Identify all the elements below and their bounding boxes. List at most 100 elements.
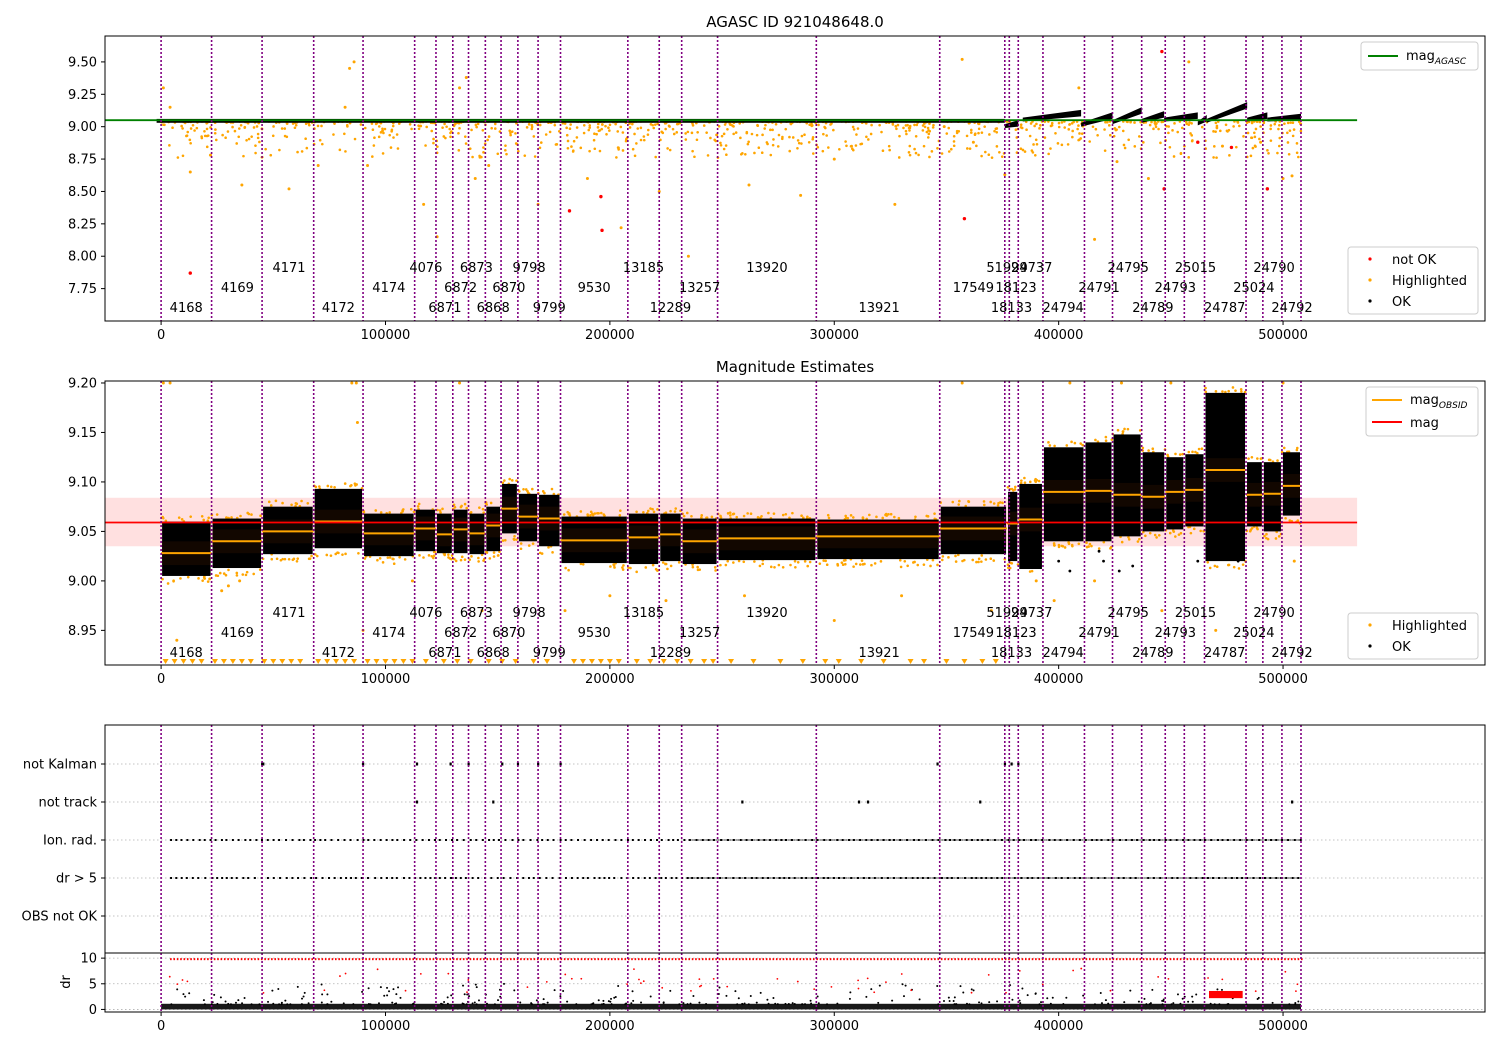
panel3-flag-dr5 (608, 877, 611, 879)
panel4-frame (104, 952, 1486, 1013)
panel3-flag-dr5 (279, 877, 282, 879)
panel1-highlighted-point (255, 125, 259, 128)
panel1-highlighted-point (457, 131, 460, 135)
panel2-highlighted-point (879, 560, 883, 563)
panel1-highlighted-point (1224, 123, 1228, 127)
panel2-obsid-label-25024: 25024 (1233, 626, 1274, 641)
panel2-highlighted-point (1171, 529, 1175, 532)
panel1-highlighted-point (1287, 152, 1291, 156)
panel4-notok-clip-point (974, 958, 977, 961)
panel2-ok-outlier (1097, 549, 1101, 553)
panel4-notok-clip-point (234, 958, 236, 961)
panel4-notok-clip-point (1146, 958, 1148, 961)
panel1-highlighted-point (1020, 126, 1024, 130)
panel3-flag-ion-rad (409, 839, 412, 841)
panel4-ok-point (692, 994, 695, 997)
panel1-highlighted-point (816, 145, 820, 149)
panel1-highlighted-point (904, 129, 908, 133)
panel3-flag-dr5 (532, 877, 535, 879)
panel3-flag-ion-rad (536, 839, 539, 841)
panel1-highlighted-point (870, 123, 873, 127)
panel3-flag-ion-rad (683, 839, 686, 841)
panel4-notok-clip-point (641, 958, 643, 961)
panel4-notok-clip-point (917, 958, 919, 961)
panel3-flag-ion-rad (434, 839, 437, 841)
panel1-ytick-label-5: 9.00 (68, 120, 97, 135)
panel2-ok-outlier (1196, 559, 1200, 563)
panel1-highlighted-point (504, 148, 507, 152)
panel1-highlighted-point (1228, 154, 1231, 157)
panel4-xtick-label-2: 200000 (585, 1019, 635, 1034)
panel4-notok-clip-point (1243, 958, 1246, 961)
panel4-notok-clip-point (880, 958, 882, 961)
panel2-highlighted-point (551, 551, 554, 554)
panel3-row-label-4: OBS not OK (22, 910, 98, 925)
panel1-frame (104, 35, 1486, 322)
panel4-ok-point (617, 984, 620, 987)
panel1-highlighted-point (639, 126, 643, 130)
panel3-flag-dr5 (620, 877, 623, 879)
panel1-highlighted-point (647, 128, 650, 132)
panel2-clip-marker (530, 659, 537, 664)
panel1-highlighted-point (600, 127, 604, 131)
panel2-highlighted-point (1199, 529, 1202, 533)
panel4-notok-point (526, 986, 529, 989)
panel1-highlighted-point (1286, 141, 1290, 144)
panel2-highlighted-point (696, 565, 699, 569)
panel4-ok-point (776, 1003, 779, 1006)
panel2-highlighted-point (269, 504, 273, 507)
panel2-clip-marker (315, 659, 322, 664)
panel4-notok-point (1041, 983, 1044, 986)
panel3-flag-ion-rad (564, 839, 567, 841)
panel4-notok-clip-point (170, 958, 172, 961)
panel4-ok-point (462, 984, 465, 987)
panel4-notok-clip-point (671, 958, 674, 961)
panel4-ylabel: dr (59, 975, 74, 989)
panel3-flag-ion-rad (324, 839, 327, 841)
panel2-highlighted-point (998, 501, 1002, 504)
panel3-flag-dr5 (170, 877, 173, 879)
panel4-notok-clip-point (1055, 958, 1057, 961)
panel2-obsid-label-51999: 51999 (986, 606, 1027, 621)
panel3-flag-dr5 (1195, 877, 1198, 879)
panel1-obsid-label-24791: 24791 (1078, 281, 1119, 296)
panel4-notok-clip-point (331, 958, 334, 961)
panel3-flag-ion-rad (656, 839, 659, 841)
panel2-highlighted-point (818, 562, 822, 565)
panel4-notok-clip-point (796, 958, 798, 961)
panel2-highlighted-point (1097, 547, 1101, 550)
panel2-obsid-label-24791: 24791 (1078, 626, 1119, 641)
panel4-ok-point (816, 995, 819, 998)
panel4-notok-clip-point (223, 958, 226, 961)
panel1-highlighted-point (318, 138, 322, 142)
panel4-notok-clip-point (1025, 958, 1027, 961)
panel4-ok-point (258, 1003, 261, 1006)
panel1-highlighted-point (569, 123, 572, 126)
panel1-highlighted-point (563, 122, 567, 125)
panel2-highlighted-point (992, 502, 996, 505)
panel2-highlighted-point (579, 510, 583, 513)
panel4-notok-point (866, 977, 869, 980)
panel1-highlighted-point (193, 129, 196, 132)
panel1-highlighted-point (753, 151, 756, 155)
panel1-highlighted-point (1057, 121, 1061, 125)
panel2-legend-ok-label: OK (1392, 640, 1411, 655)
panel3-flag-ion-rad (391, 839, 394, 841)
panel1-highlighted-point (544, 133, 548, 136)
panel4-notok-clip-point (580, 958, 583, 961)
panel4-notok-point (1221, 978, 1224, 981)
panel2-clip-marker (400, 659, 407, 664)
panel2-highlighted-point (666, 567, 669, 571)
panel3-flag-ion-rad (1148, 839, 1151, 841)
panel4-notok-clip-point (695, 958, 697, 961)
panel2-obsid-label-9799: 9799 (533, 646, 566, 661)
panel1-highlighted-point (1066, 143, 1070, 146)
panel4-notok-clip-point (998, 958, 1000, 961)
panel1-highlighted-point (1278, 136, 1282, 140)
panel2-highlighted-point (416, 505, 420, 508)
panel1-highlighted-point (1076, 127, 1079, 131)
panel1-ok-segment-8 (1247, 112, 1268, 122)
panel1-highlighted-point (1034, 138, 1038, 142)
panel2-highlighted-point (177, 516, 181, 519)
panel4-ok-point (280, 1001, 283, 1004)
